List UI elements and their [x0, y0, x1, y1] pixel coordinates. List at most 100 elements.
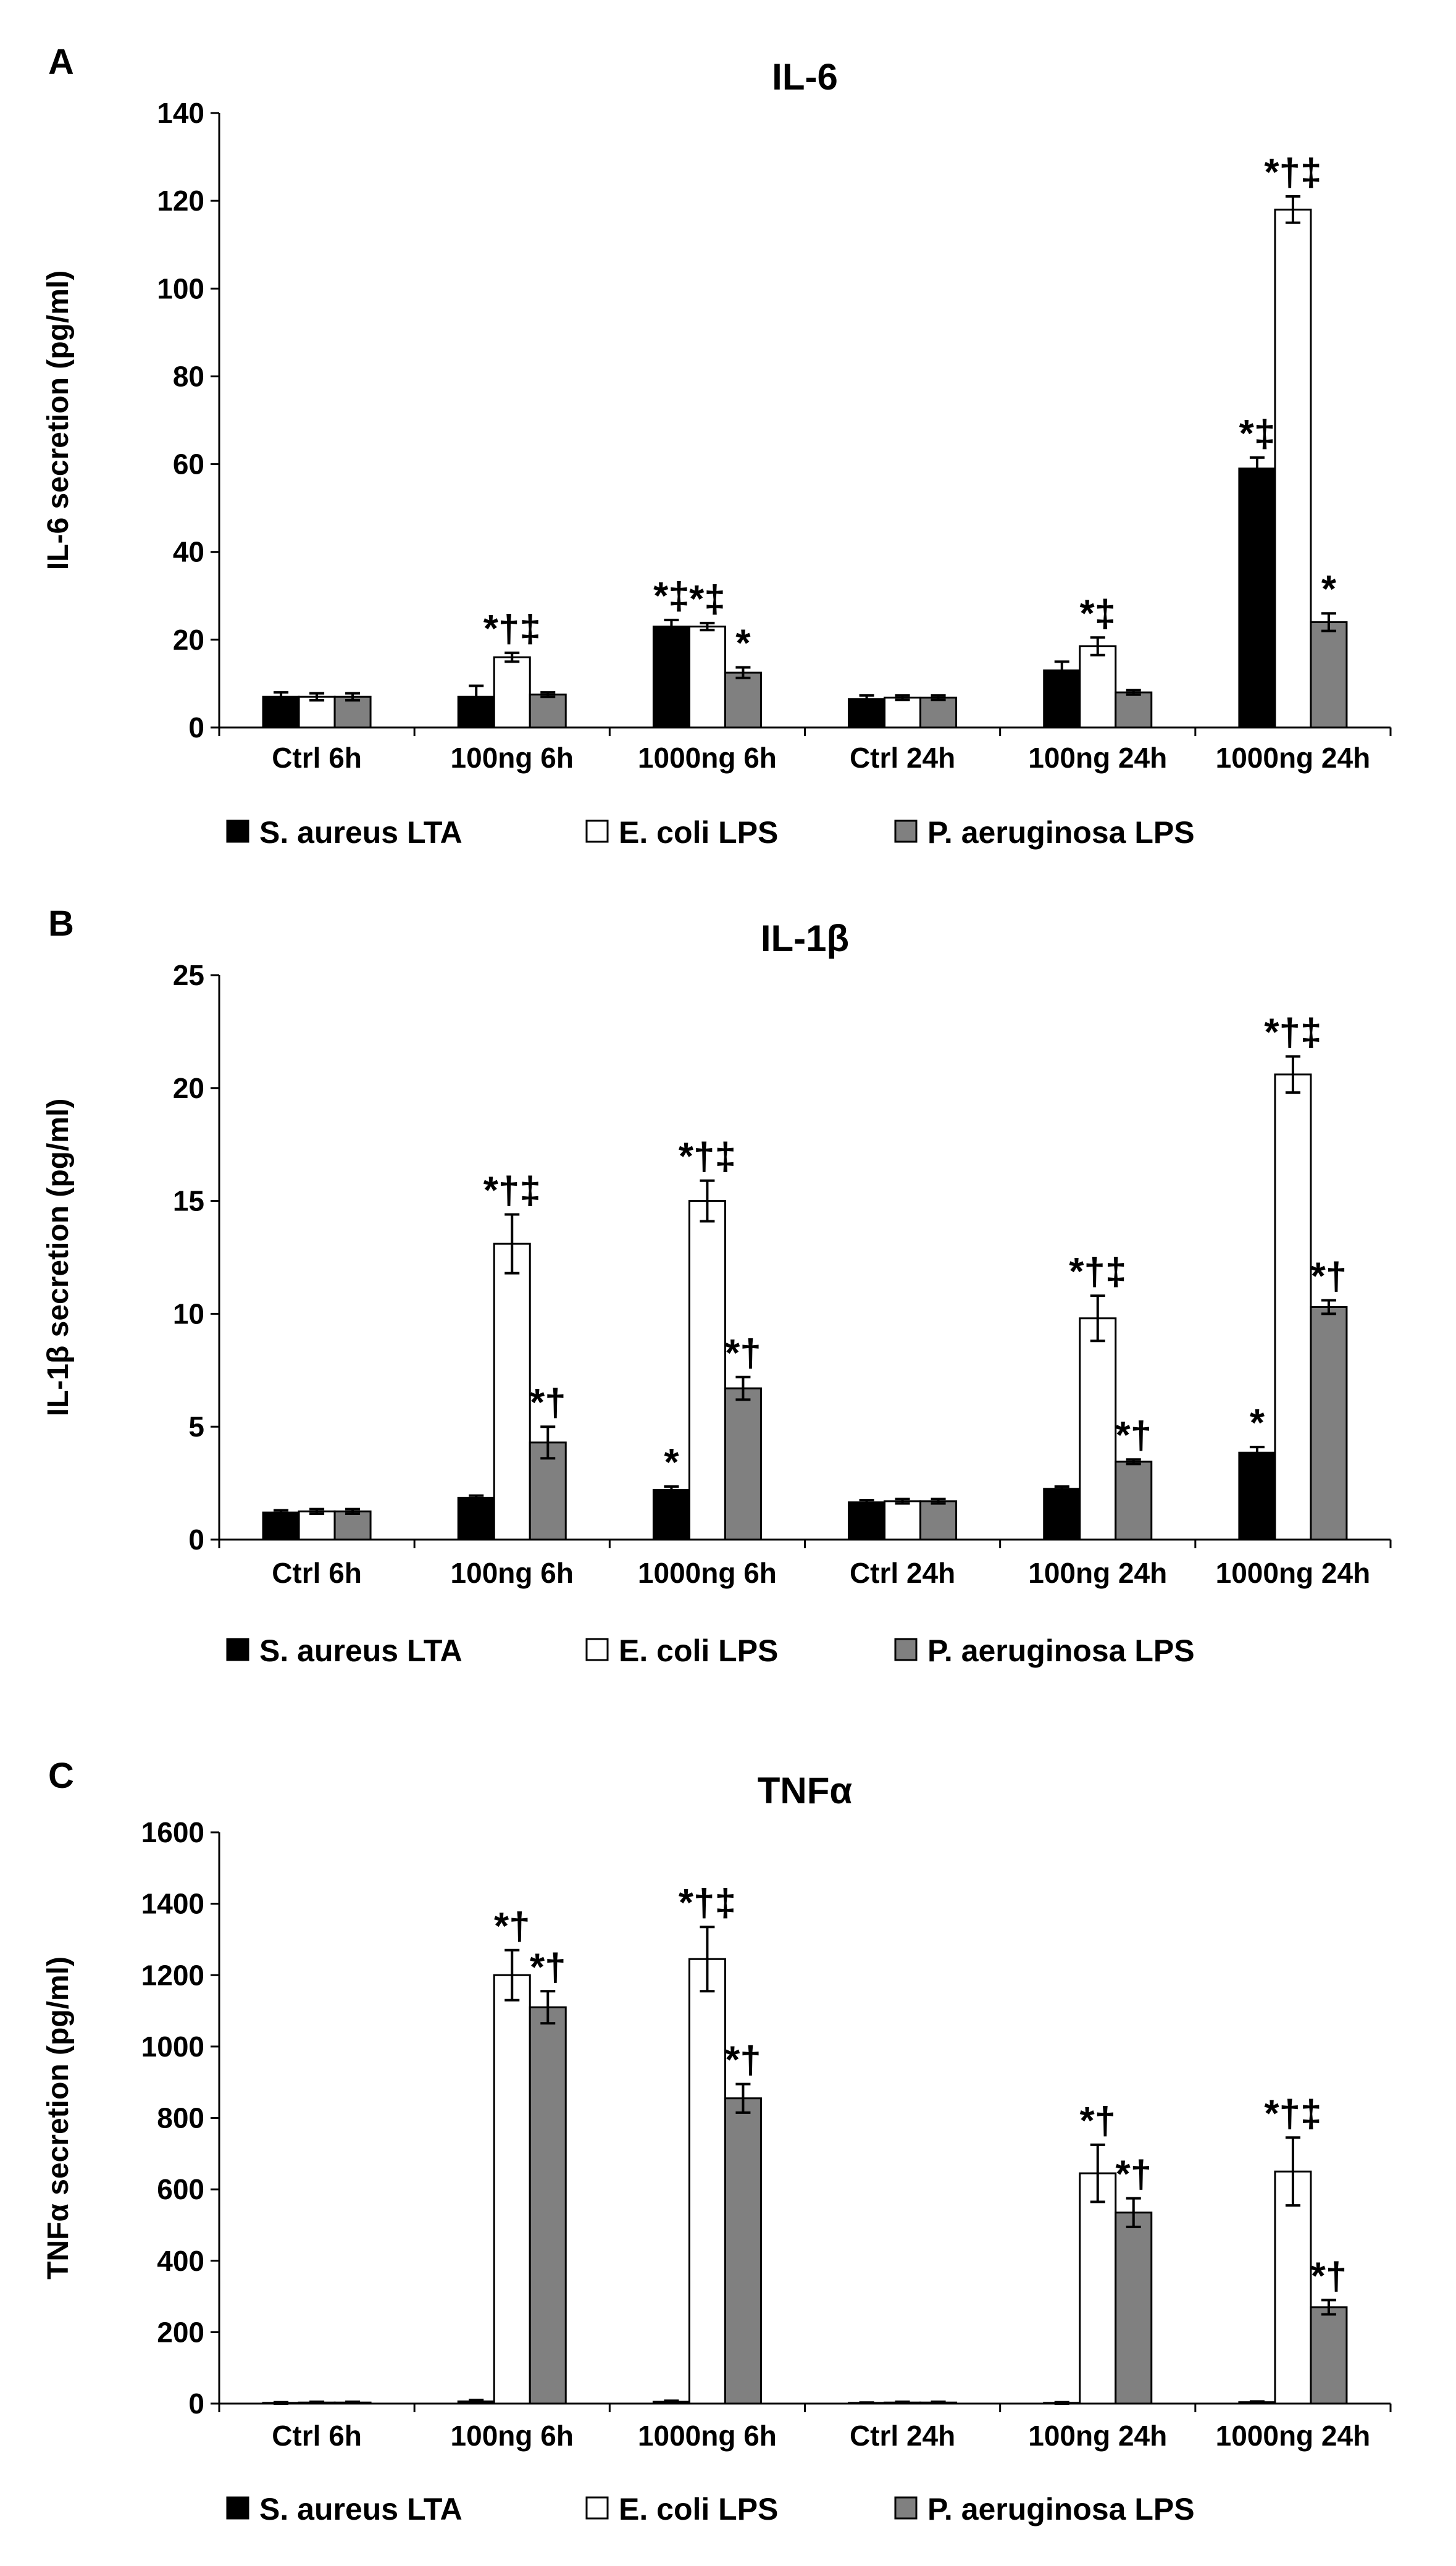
bar — [688, 1958, 726, 2405]
x-tick-label: Ctrl 24h — [850, 2420, 955, 2452]
bar — [652, 626, 690, 729]
bar — [493, 1243, 531, 1541]
significance-label: *† — [725, 2039, 761, 2082]
bar — [724, 2097, 762, 2405]
panel-letter: B — [48, 904, 74, 944]
significance-label: *†‡ — [679, 1136, 736, 1178]
bar — [1043, 1488, 1081, 1541]
legend-label: E. coli LPS — [619, 815, 778, 850]
bar — [884, 1500, 922, 1541]
bar — [884, 697, 922, 729]
y-tick-label: 0 — [188, 2388, 204, 2420]
y-tick-label: 5 — [188, 1411, 204, 1443]
significance-label: *†‡ — [679, 1882, 736, 1924]
y-tick-label: 0 — [188, 1524, 204, 1556]
significance-label: * — [664, 1441, 679, 1484]
bar — [1115, 2212, 1153, 2405]
significance-label: *†‡ — [1264, 2092, 1321, 2135]
bar — [333, 695, 372, 729]
bar — [493, 1974, 531, 2405]
legend-swatch — [894, 820, 918, 843]
y-axis-label: IL-6 secretion (pg/ml) — [42, 270, 75, 570]
significance-label: *† — [1311, 1255, 1347, 1298]
bar — [848, 1501, 886, 1541]
significance-label: *† — [1115, 1414, 1152, 1457]
x-tick-label: 1000ng 6h — [638, 2420, 777, 2452]
legend-label: S. aureus LTA — [259, 2492, 462, 2526]
chart-title: IL-6 — [772, 56, 838, 98]
bar — [1274, 208, 1312, 729]
bar — [688, 626, 726, 729]
legend-swatch — [585, 820, 609, 843]
y-tick-label: 800 — [157, 2102, 204, 2134]
x-tick-label: 100ng 6h — [451, 1557, 574, 1589]
bar — [457, 1496, 495, 1541]
x-tick-label: 1000ng 24h — [1216, 1557, 1371, 1589]
legend-swatch — [894, 2496, 918, 2520]
y-tick-label: 15 — [173, 1185, 204, 1217]
significance-label: * — [1250, 1402, 1265, 1444]
x-tick-label: Ctrl 6h — [272, 742, 362, 774]
significance-label: *‡ — [1079, 592, 1116, 635]
bar — [1079, 2172, 1117, 2405]
y-tick-label: 10 — [173, 1298, 204, 1330]
y-tick-label: 600 — [157, 2173, 204, 2205]
chart-panel-b: B IL-1β IL-1β secretion (pg/ml) 0 5 10 15 20 25 C… — [42, 904, 1392, 1668]
y-axis-label: IL-1β secretion (pg/ml) — [42, 1099, 75, 1417]
y-axis-label: TNFα secretion (pg/ml) — [42, 1956, 75, 2279]
y-tick-label: 1200 — [141, 1959, 204, 1991]
x-tick-label: 1000ng 6h — [638, 742, 777, 774]
legend-swatch — [585, 2496, 609, 2520]
significance-label: *† — [530, 1946, 566, 1989]
bar — [262, 1511, 300, 1541]
bar — [1238, 467, 1276, 729]
significance-label: *†‡ — [483, 1170, 541, 1212]
x-tick-label: 100ng 24h — [1028, 2420, 1167, 2452]
y-tick-label: 0 — [188, 711, 204, 744]
chart-title: TNFα — [758, 1770, 853, 1811]
y-tick-label: 60 — [173, 448, 204, 480]
x-tick-label: 1000ng 6h — [638, 1557, 777, 1589]
y-tick-label: 25 — [173, 959, 204, 991]
legend-swatch — [226, 1638, 249, 1661]
bar — [1238, 1451, 1276, 1541]
legend-swatch — [585, 1638, 609, 1661]
bar — [529, 2006, 567, 2405]
bar — [493, 656, 531, 729]
y-tick-label: 1600 — [141, 1816, 204, 1848]
legend-label: S. aureus LTA — [259, 1633, 462, 1668]
y-tick-label: 20 — [173, 1072, 204, 1104]
x-tick-label: 1000ng 24h — [1216, 742, 1371, 774]
bar — [848, 698, 886, 729]
bar — [1310, 2306, 1348, 2405]
significance-label: *† — [1079, 2100, 1116, 2142]
y-tick-label: 100 — [157, 272, 204, 304]
bar — [1115, 691, 1153, 729]
bar — [1310, 1306, 1348, 1541]
legend-swatch — [894, 1638, 918, 1661]
legend-label: S. aureus LTA — [259, 815, 462, 850]
y-tick-label: 1000 — [141, 2031, 204, 2063]
bar — [1079, 645, 1117, 729]
bar — [529, 694, 567, 729]
bar — [919, 697, 958, 729]
significance-label: *† — [494, 1905, 530, 1948]
bar — [1274, 2170, 1312, 2405]
significance-label: * — [735, 623, 751, 665]
legend-label: E. coli LPS — [619, 1633, 778, 1668]
panel-letter: C — [48, 1756, 74, 1796]
significance-label: *†‡ — [1264, 1012, 1321, 1054]
legend-swatch — [226, 820, 249, 843]
x-tick-label: 100ng 6h — [451, 742, 574, 774]
panel-letter: A — [48, 42, 74, 82]
y-tick-label: 400 — [157, 2245, 204, 2277]
significance-label: * — [1321, 568, 1337, 611]
chart-title: IL-1β — [761, 918, 849, 959]
x-tick-label: 100ng 24h — [1028, 742, 1167, 774]
x-tick-label: Ctrl 6h — [272, 2420, 362, 2452]
significance-label: *‡ — [653, 575, 690, 618]
bar — [652, 1489, 690, 1541]
significance-label: *‡ — [689, 578, 726, 621]
chart-panel-c: C TNFα TNFα secretion (pg/ml) 0 200 400 600 800… — [42, 1756, 1392, 2526]
